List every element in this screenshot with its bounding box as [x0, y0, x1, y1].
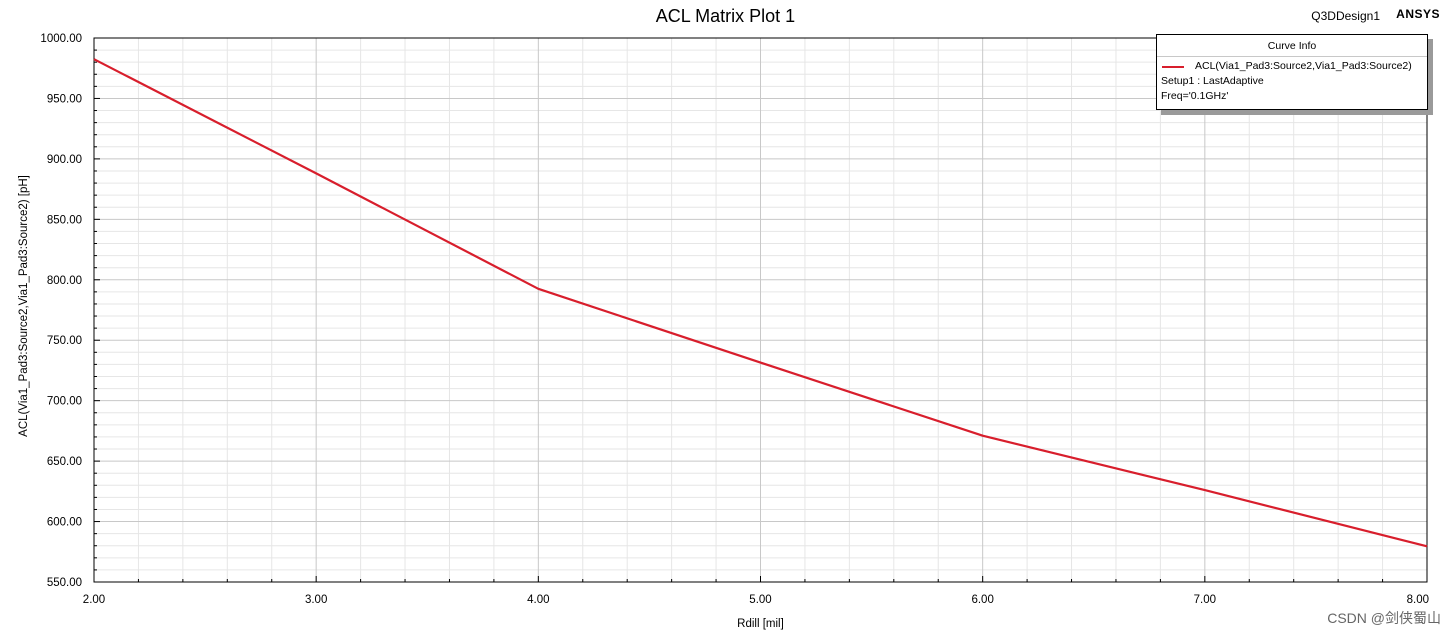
legend-series-label: ACL(Via1_Pad3:Source2,Via1_Pad3:Source2) [1195, 60, 1412, 72]
x-tick-label: 7.00 [1194, 594, 1216, 606]
x-tick-label: 2.00 [83, 594, 105, 606]
y-tick-label: 950.00 [47, 93, 82, 105]
y-tick-label: 750.00 [47, 335, 82, 347]
y-tick-label: 800.00 [47, 275, 82, 287]
x-axis-label: Rdill [mil] [737, 618, 784, 630]
y-tick-label: 1000.00 [40, 33, 82, 45]
watermark: CSDN @剑侠蜀山 [1327, 610, 1441, 626]
y-tick-label: 550.00 [47, 577, 82, 589]
x-tick-label: 8.00 [1407, 594, 1429, 606]
legend-freq-line: Freq='0.1GHz' [1161, 90, 1229, 102]
y-tick-label: 650.00 [47, 456, 82, 468]
legend-entry[interactable]: ACL(Via1_Pad3:Source2,Via1_Pad3:Source2) [1157, 57, 1427, 75]
legend-setup-line: Setup1 : LastAdaptive [1161, 75, 1264, 87]
legend-swatch [1162, 66, 1184, 68]
y-tick-label: 600.00 [47, 517, 82, 529]
legend-title: Curve Info [1157, 35, 1427, 57]
brand-logo: ANSYS [1396, 7, 1440, 21]
y-tick-label: 700.00 [47, 396, 82, 408]
chart-title: ACL Matrix Plot 1 [655, 6, 796, 26]
legend-box[interactable]: Curve Info ACL(Via1_Pad3:Source2,Via1_Pa… [1156, 34, 1428, 110]
x-tick-label: 5.00 [749, 594, 771, 606]
x-tick-label: 3.00 [305, 594, 327, 606]
x-tick-label: 4.00 [527, 594, 549, 606]
y-tick-label: 900.00 [47, 154, 82, 166]
x-tick-label: 6.00 [971, 594, 993, 606]
y-tick-label: 850.00 [47, 214, 82, 226]
design-name: Q3DDesign1 [1311, 9, 1380, 23]
series-line [93, 58, 1428, 548]
y-axis-label: ACL(Via1_Pad3:Source2,Via1_Pad3:Source2)… [18, 175, 30, 437]
